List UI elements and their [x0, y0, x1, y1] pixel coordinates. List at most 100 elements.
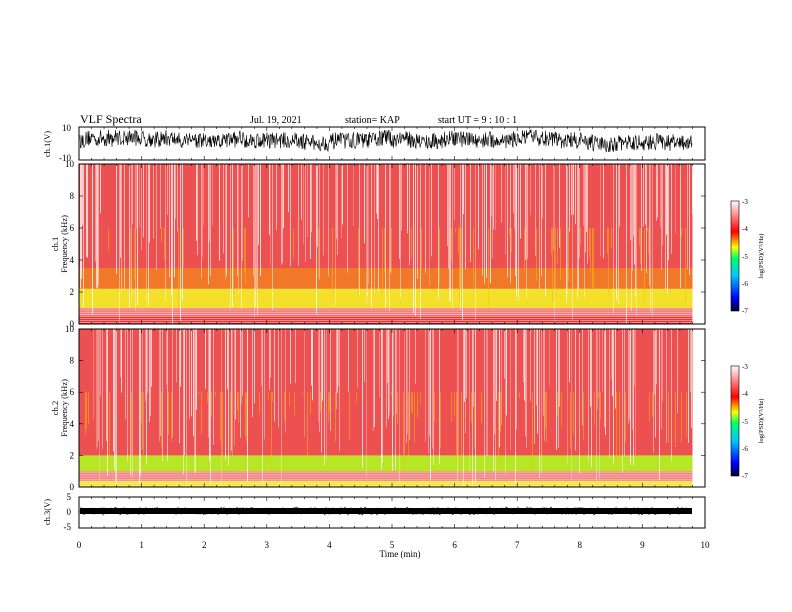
spec-streak: [641, 164, 642, 271]
spec-streak: [626, 164, 627, 324]
spec-streak: [593, 228, 594, 290]
spec-streak: [461, 392, 462, 462]
spec-streak: [121, 164, 122, 293]
spec-streak: [607, 228, 608, 254]
spec-streak: [391, 392, 392, 396]
ch2-spec-ylabel-channel: ch.2: [50, 401, 60, 415]
spec-streak: [668, 164, 669, 261]
spec-streak: [666, 329, 667, 443]
spec-streak: [165, 164, 166, 301]
spec-streak: [98, 164, 99, 285]
spec-streak: [486, 164, 487, 278]
spec-streak: [449, 164, 450, 301]
spec-streak: [459, 228, 460, 303]
spec-streak: [580, 228, 581, 245]
spec-streak: [100, 329, 101, 397]
spec-streak: [660, 164, 661, 228]
spec-streak: [557, 228, 558, 264]
start-time-label: start UT = 9 : 10 : 1: [438, 115, 517, 126]
spec-streak: [513, 164, 514, 214]
spec-streak: [230, 392, 231, 455]
spec-streak: [178, 228, 179, 308]
spec-streak: [240, 329, 241, 438]
spec-streak: [120, 329, 121, 378]
time-axis-labels: 0 1 2 3 4 5 6 7 8 9 10: [77, 540, 710, 550]
spec-streak: [514, 164, 515, 229]
spec-streak: [541, 164, 542, 277]
spec-streak: [599, 329, 600, 479]
spec-streak: [289, 392, 290, 407]
spec-streak: [256, 164, 257, 289]
spec-streak: [362, 329, 363, 468]
spec-streak: [197, 164, 198, 256]
spec-streak: [156, 164, 157, 270]
ch3-waveform-band: [80, 508, 692, 514]
spec-streak: [186, 329, 187, 483]
spec-streak: [381, 329, 382, 470]
spec-streak: [374, 164, 375, 293]
spec-streak: [244, 228, 245, 273]
spec-streak: [652, 164, 653, 317]
x-tick-label: 5: [390, 540, 395, 550]
spec-streak: [232, 164, 233, 308]
spec-streak: [127, 329, 128, 462]
spec-streak: [579, 164, 580, 258]
spec-streak: [177, 164, 178, 232]
spec-streak: [245, 228, 246, 285]
spec-streak: [174, 164, 175, 278]
spec-streak: [578, 164, 579, 290]
spec-streak: [143, 392, 144, 467]
spec-streak: [420, 164, 421, 319]
spec-streak: [242, 164, 243, 261]
spec-streak: [611, 228, 612, 249]
spec-streak: [500, 392, 501, 433]
spec-streak: [415, 329, 416, 384]
spec-streak: [252, 329, 253, 418]
spec-streak: [146, 329, 147, 464]
spec-streak: [661, 329, 662, 430]
spec-streak: [662, 164, 663, 246]
spec-streak: [455, 228, 456, 233]
spec-streak: [554, 164, 555, 323]
spec-streak: [505, 164, 506, 255]
spec-streak: [290, 329, 291, 384]
spec-streak: [510, 329, 511, 451]
ch1-waveform-panel: 10 -10 ch.1(V): [42, 123, 706, 163]
spec-streak: [661, 164, 662, 271]
spec-streak: [454, 164, 455, 221]
spec-streak: [524, 329, 525, 401]
spec-streak: [384, 228, 385, 273]
spec-streak: [646, 164, 647, 274]
spec-streak: [171, 392, 172, 442]
spec-streak: [281, 164, 282, 265]
cb1-tick-m4: -4: [742, 225, 748, 233]
spec-streak: [149, 164, 150, 243]
ytick-label: 10: [65, 159, 75, 169]
spec-streak: [241, 329, 242, 405]
spec-streak: [432, 329, 433, 449]
spec-streak: [509, 228, 510, 235]
spec-streak: [180, 329, 181, 387]
spec-streak: [691, 329, 692, 428]
spec-streak: [451, 228, 452, 262]
spec-streak: [649, 164, 650, 286]
spec-streak: [385, 164, 386, 309]
spec-streak: [373, 329, 374, 431]
spec-streak: [457, 329, 458, 483]
cb1-title: log(PSD)(V²/Hz): [758, 234, 765, 279]
spec-streak: [320, 392, 321, 412]
spec-streak: [268, 228, 269, 230]
x-tick-label: 10: [701, 540, 711, 550]
spec-streak: [639, 228, 640, 246]
spec-streak: [97, 329, 98, 447]
spec-streak: [466, 329, 467, 399]
spec-streak: [579, 329, 580, 474]
spec-streak: [302, 392, 303, 396]
spec-streak: [356, 392, 357, 404]
spec-streak: [573, 164, 574, 215]
x-tick-label: 6: [452, 540, 457, 550]
spec-streak: [161, 228, 162, 242]
spec-streak: [534, 329, 535, 444]
spec-streak: [634, 164, 635, 265]
spec-streak: [269, 164, 270, 235]
